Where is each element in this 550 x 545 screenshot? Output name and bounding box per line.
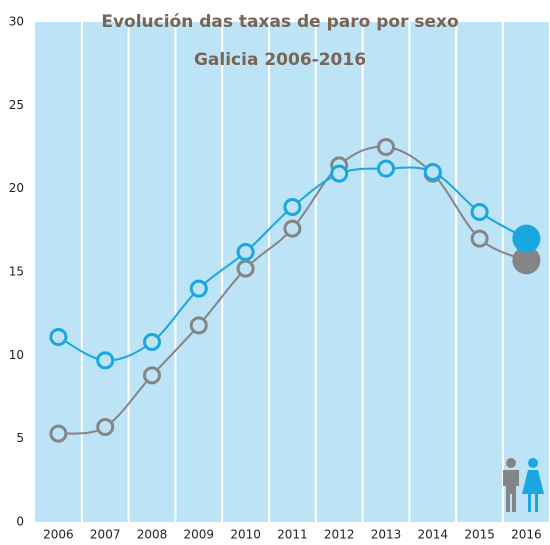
data-point (143, 333, 161, 351)
data-point (189, 316, 208, 335)
y-tick-label: 0 (16, 515, 24, 529)
y-tick-label: 25 (9, 98, 24, 112)
data-point (236, 243, 255, 261)
data-point (423, 163, 442, 181)
y-tick-label: 30 (9, 15, 24, 29)
data-point (236, 259, 255, 278)
x-tick-label: 2016 (511, 528, 542, 542)
x-tick-label: 2009 (184, 528, 215, 542)
x-tick-label: 2015 (464, 528, 495, 542)
data-point (49, 328, 68, 346)
x-tick-label: 2007 (90, 528, 121, 542)
data-point (96, 351, 115, 370)
data-point (470, 203, 489, 221)
data-point (470, 229, 489, 248)
data-point (143, 366, 161, 385)
data-point (512, 246, 541, 275)
plot-background (35, 22, 549, 522)
x-tick-label: 2013 (371, 528, 402, 542)
data-point (377, 138, 395, 156)
x-tick-label: 2011 (277, 528, 308, 542)
data-point (512, 224, 541, 253)
data-point (330, 164, 349, 183)
x-tick-label: 2012 (324, 528, 355, 542)
data-point (377, 159, 395, 178)
y-tick-label: 15 (9, 265, 24, 279)
data-point (96, 418, 115, 436)
x-tick-label: 2014 (418, 528, 449, 542)
data-point (283, 198, 302, 216)
y-tick-label: 20 (9, 181, 24, 195)
y-tick-label: 5 (16, 431, 24, 445)
y-tick-label: 10 (9, 348, 24, 362)
x-tick-label: 2006 (43, 528, 74, 542)
chart-subtitle: Galicia 2006-2016 (194, 50, 366, 70)
legend-icons (503, 458, 544, 512)
x-tick-label: 2010 (230, 528, 261, 542)
chart-title: Evolución das taxas de paro por sexo (101, 12, 458, 32)
x-tick-label: 2008 (137, 528, 168, 542)
data-point (189, 279, 208, 298)
data-point (283, 219, 302, 238)
data-point (49, 424, 68, 443)
